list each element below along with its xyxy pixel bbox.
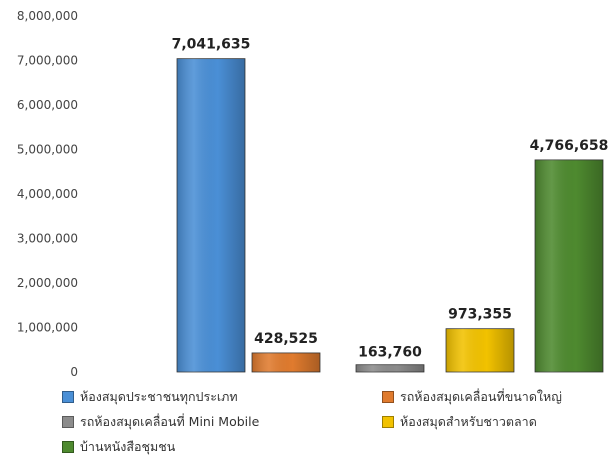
y-tick-label: 5,000,000 [17, 143, 78, 157]
legend-swatch [62, 441, 74, 453]
y-tick-label: 1,000,000 [17, 321, 78, 335]
legend-label: บ้านหนังสือชุมชน [80, 439, 176, 454]
legend-swatch [62, 416, 74, 428]
legend-swatch [382, 416, 394, 428]
y-tick-label: 8,000,000 [17, 9, 78, 23]
y-tick-label: 6,000,000 [17, 98, 78, 112]
legend-label: รถห้องสมุดเคลื่อนที่ Mini Mobile [80, 414, 260, 429]
legend-swatch [62, 391, 74, 403]
legend-item: ห้องสมุดสำหรับชาวตลาด [382, 412, 537, 432]
legend-item: รถห้องสมุดเคลื่อนที่ขนาดใหญ่ [382, 387, 562, 407]
y-tick-label: 0 [70, 365, 78, 379]
legend-item: ห้องสมุดประชาชนทุกประเภท [62, 387, 238, 407]
bar-value-label: 7,041,635 [172, 37, 251, 53]
bar-value-label: 973,355 [448, 307, 512, 323]
value-labels: 7,041,635 428,525 163,760 973,355 4,766,658 [172, 37, 608, 361]
y-tick-label: 4,000,000 [17, 187, 78, 201]
legend-item: บ้านหนังสือชุมชน [62, 437, 175, 457]
y-tick-label: 7,000,000 [17, 54, 78, 68]
bar-value-label: 428,525 [254, 331, 318, 347]
legend-label: ห้องสมุดประชาชนทุกประเภท [80, 389, 238, 404]
y-axis: 0 1,000,000 2,000,000 3,000,000 4,000,000 5,0… [17, 9, 78, 379]
y-tick-label: 2,000,000 [17, 276, 78, 290]
legend-label: ห้องสมุดสำหรับชาวตลาด [400, 414, 537, 429]
legend-item: รถห้องสมุดเคลื่อนที่ Mini Mobile [62, 412, 259, 432]
bar-value-label: 4,766,658 [530, 138, 608, 154]
bar [355, 364, 425, 373]
legend: ห้องสมุดประชาชนทุกประเภทรถห้องสมุดเคลื่อ… [62, 385, 602, 457]
bar-value-label: 163,760 [358, 345, 422, 361]
legend-swatch [382, 391, 394, 403]
bar [445, 328, 515, 373]
bars [176, 58, 604, 373]
legend-label: รถห้องสมุดเคลื่อนที่ขนาดใหญ่ [400, 389, 562, 404]
bar [534, 159, 604, 373]
bar [251, 352, 321, 373]
y-tick-label: 3,000,000 [17, 232, 78, 246]
bar [176, 58, 246, 373]
